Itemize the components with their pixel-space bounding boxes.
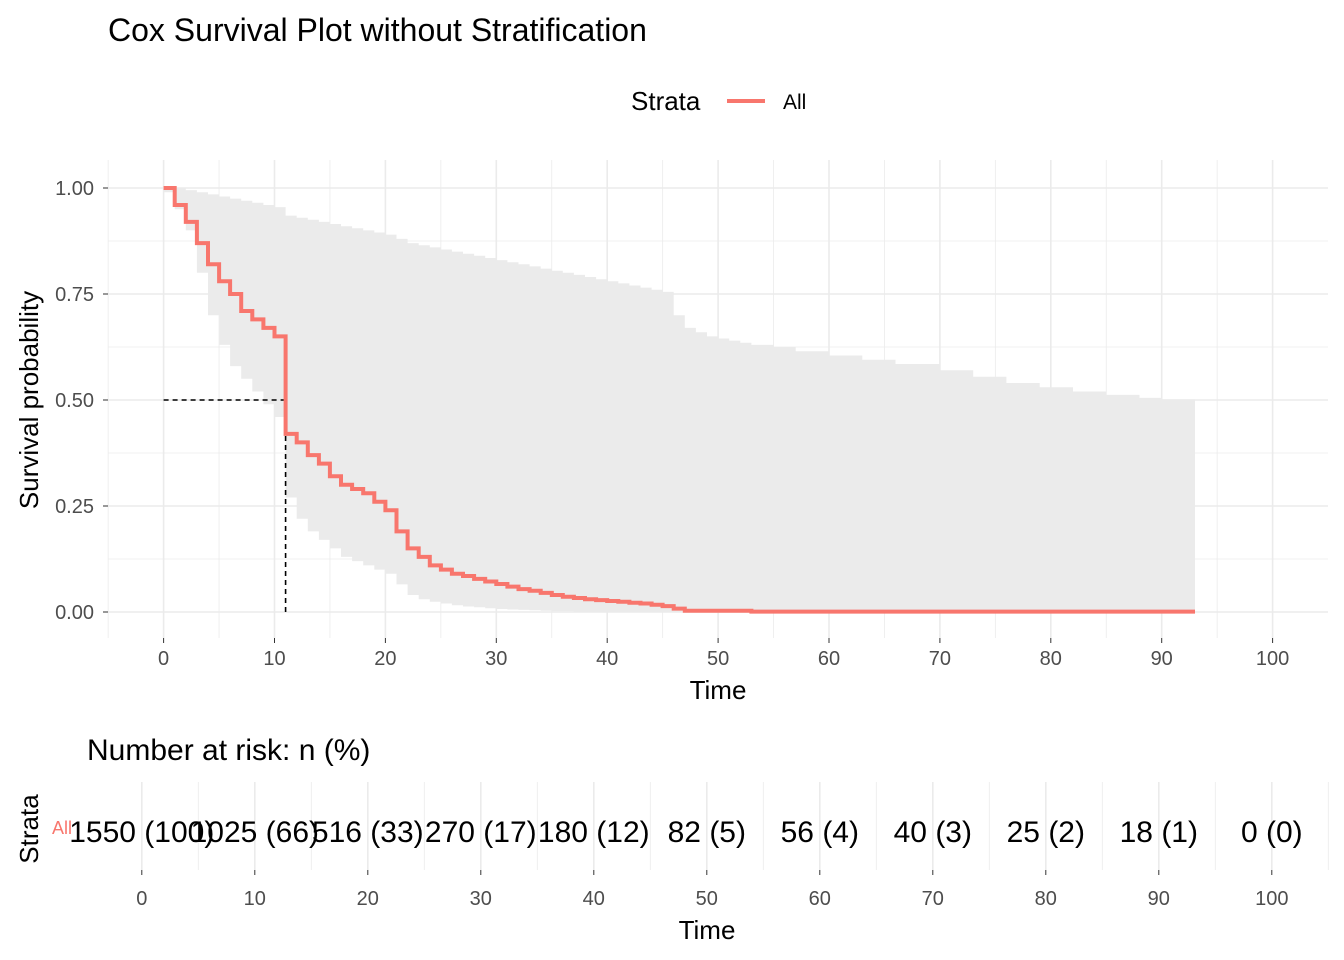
risk-value: 180 (12)	[538, 816, 650, 849]
y-tick-label: 0.75	[55, 284, 94, 306]
risk-value: 1025 (66)	[191, 816, 319, 849]
risk-value: 25 (2)	[1007, 816, 1085, 849]
risk-value: 56 (4)	[781, 816, 859, 849]
x-tick-label: 60	[818, 648, 840, 670]
risk-table-y-title: Strata	[14, 794, 44, 864]
x-tick-label: 50	[707, 648, 729, 670]
chart-title: Cox Survival Plot without Stratification	[108, 12, 647, 48]
x-tick-label: 100	[1256, 648, 1289, 670]
risk-x-tick-label: 100	[1255, 888, 1288, 910]
risk-value: 0 (0)	[1241, 816, 1303, 849]
confidence-band	[163, 188, 1196, 612]
x-tick-label: 90	[1151, 648, 1173, 670]
risk-x-tick-label: 40	[583, 888, 605, 910]
risk-x-tick-label: 20	[357, 888, 379, 910]
x-axis-ticks: 0 10 20 30 40 50 60 70 80 90 100	[158, 638, 1289, 670]
risk-table-x-ticks: 0 10 20 30 40 50 60 70 80 90 100	[136, 870, 1288, 910]
risk-x-tick-label: 30	[470, 888, 492, 910]
survival-curve-all	[163, 186, 1195, 614]
risk-table-strata-label: All	[52, 818, 72, 838]
risk-value: 18 (1)	[1120, 816, 1198, 849]
x-tick-label: 40	[596, 648, 618, 670]
risk-table-values: 1550 (100)1025 (66)516 (33) 270 (17) 180 (…	[69, 816, 1302, 849]
risk-value: 82 (5)	[668, 816, 746, 849]
risk-table-x-title: Time	[679, 915, 736, 945]
x-tick-label: 20	[374, 648, 396, 670]
legend: Strata All	[631, 86, 806, 116]
risk-table-title: Number at risk: n (%)	[87, 734, 370, 767]
x-tick-label: 10	[263, 648, 285, 670]
y-axis-title: Survival probability	[14, 291, 44, 509]
risk-value: 270 (17)	[425, 816, 537, 849]
x-tick-label: 30	[485, 648, 507, 670]
risk-x-tick-label: 0	[136, 888, 147, 910]
y-tick-label: 0.50	[55, 390, 94, 412]
risk-value: 516 (33)	[312, 816, 424, 849]
x-tick-label: 70	[929, 648, 951, 670]
y-tick-label: 0.25	[55, 496, 94, 518]
risk-x-tick-label: 90	[1148, 888, 1170, 910]
y-axis-ticks: 0.00 0.25 0.50 0.75 1.00	[55, 178, 108, 624]
legend-label-all: All	[783, 91, 806, 114]
risk-x-tick-label: 80	[1035, 888, 1057, 910]
y-tick-label: 1.00	[55, 178, 94, 200]
risk-x-tick-label: 70	[922, 888, 944, 910]
risk-x-tick-label: 10	[244, 888, 266, 910]
x-tick-label: 80	[1040, 648, 1062, 670]
x-axis-title: Time	[690, 675, 747, 705]
risk-value: 40 (3)	[894, 816, 972, 849]
risk-x-tick-label: 60	[809, 888, 831, 910]
y-tick-label: 0.00	[55, 602, 94, 624]
risk-value: 1550 (100)	[69, 816, 214, 849]
x-tick-label: 0	[158, 648, 169, 670]
legend-title: Strata	[631, 86, 701, 116]
risk-x-tick-label: 50	[696, 888, 718, 910]
risk-table-grid	[141, 782, 1329, 870]
